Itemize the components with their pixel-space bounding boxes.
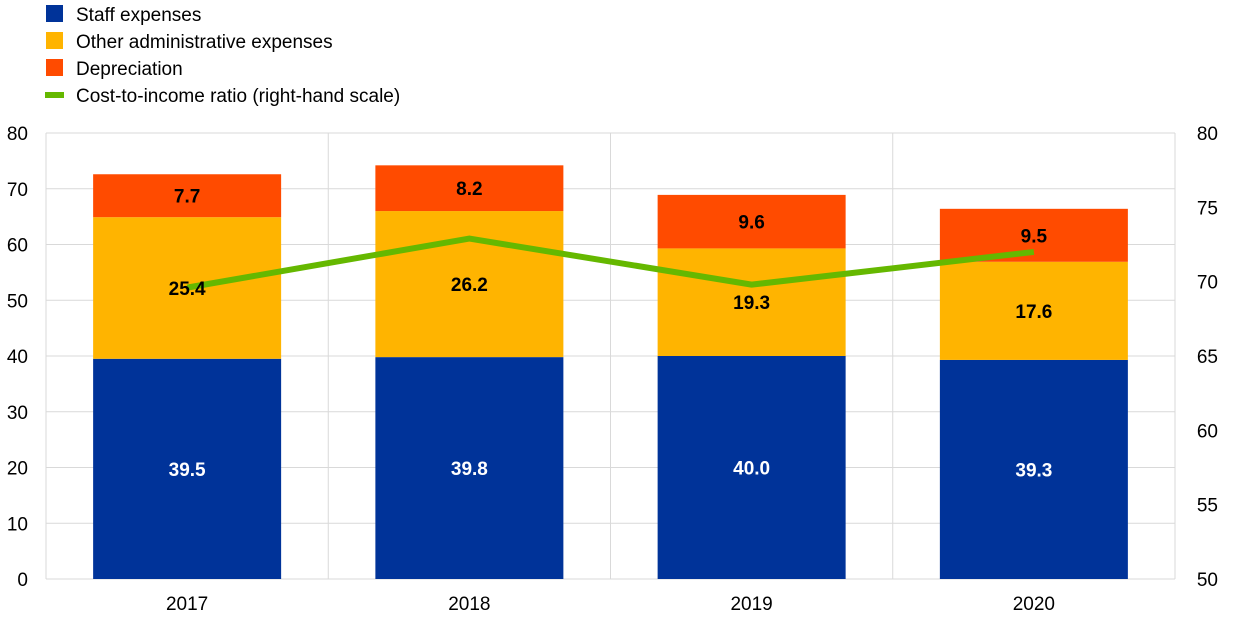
y2-tick-label: 70 xyxy=(1197,273,1218,294)
bar-depreciation-2019 xyxy=(657,194,846,249)
data-label-staff-expenses-2017: 39.5 xyxy=(169,460,206,481)
line-cost-to-income-ratio-right-hand-scale xyxy=(186,235,1035,291)
y2-tick-label: 50 xyxy=(1197,570,1218,591)
legend-swatch-staff-expenses xyxy=(46,5,63,22)
legend: Staff expenses Other administrative expen… xyxy=(45,5,400,107)
data-label-other-administrative-expenses-2017: 25.4 xyxy=(169,279,206,300)
bar-other-administrative-expenses-2020 xyxy=(939,261,1128,360)
y-tick-label: 40 xyxy=(7,347,28,368)
cost-to-income-line xyxy=(186,235,1035,291)
bar-staff-expenses-2018 xyxy=(375,357,564,579)
bar-other-administrative-expenses-2019 xyxy=(657,248,846,356)
y2-tick-label: 55 xyxy=(1197,496,1218,517)
legend-label-other-administrative-expenses: Other administrative expenses xyxy=(76,32,333,53)
legend-label-depreciation: Depreciation xyxy=(76,59,183,80)
x-tick-label: 2017 xyxy=(166,594,208,615)
x-tick-label: 2018 xyxy=(448,594,490,615)
y-tick-label: 80 xyxy=(7,124,28,145)
legend-swatch-depreciation xyxy=(46,59,63,76)
bar-depreciation-2017 xyxy=(93,174,282,218)
y-tick-label: 0 xyxy=(17,570,28,591)
y-tick-label: 20 xyxy=(7,459,28,480)
y-tick-label: 50 xyxy=(7,291,28,312)
bar-staff-expenses-2020 xyxy=(939,359,1128,579)
data-label-other-administrative-expenses-2018: 26.2 xyxy=(451,275,488,296)
legend-label-staff-expenses: Staff expenses xyxy=(76,5,201,26)
x-tick-label: 2020 xyxy=(1013,594,1055,615)
axes: 0 10 20 30 40 50 60 70 80 50 55 60 65 70 75 80 2017 2018 2… xyxy=(7,124,1218,615)
y2-tick-label: 75 xyxy=(1197,198,1218,219)
y-tick-label: 30 xyxy=(7,403,28,424)
y-tick-label: 10 xyxy=(7,514,28,535)
bar-other-administrative-expenses-2017 xyxy=(93,217,282,359)
data-label-depreciation-2019: 9.6 xyxy=(738,213,764,234)
data-label-other-administrative-expenses-2020: 17.6 xyxy=(1015,302,1052,323)
data-label-depreciation-2018: 8.2 xyxy=(456,179,482,200)
bar-other-administrative-expenses-2018 xyxy=(375,211,564,358)
y2-tick-label: 60 xyxy=(1197,421,1218,442)
legend-label-cost-to-income-ratio-right-hand-scale: Cost-to-income ratio (right-hand scale) xyxy=(76,86,400,107)
y2-tick-label: 80 xyxy=(1197,124,1218,145)
bars xyxy=(93,165,1128,579)
y-tick-label: 70 xyxy=(7,180,28,201)
data-label-staff-expenses-2019: 40.0 xyxy=(733,459,770,480)
data-label-depreciation-2020: 9.5 xyxy=(1021,226,1048,247)
data-label-depreciation-2017: 7.7 xyxy=(174,187,200,208)
bar-depreciation-2018 xyxy=(375,165,564,212)
data-label-other-administrative-expenses-2019: 19.3 xyxy=(733,293,770,314)
y2-tick-label: 65 xyxy=(1197,347,1218,368)
legend-swatch-other-administrative-expenses xyxy=(46,32,63,49)
data-labels: 39.5 25.4 7.7 39.8 26.2 8.2 40.0 19.3 9.6 39.3 17.… xyxy=(169,179,1053,481)
bar-staff-expenses-2017 xyxy=(93,358,282,579)
bar-staff-expenses-2019 xyxy=(657,356,846,579)
x-tick-label: 2019 xyxy=(730,594,772,615)
data-label-staff-expenses-2020: 39.3 xyxy=(1015,460,1052,481)
data-label-staff-expenses-2018: 39.8 xyxy=(451,459,488,480)
y-tick-label: 60 xyxy=(7,236,28,257)
